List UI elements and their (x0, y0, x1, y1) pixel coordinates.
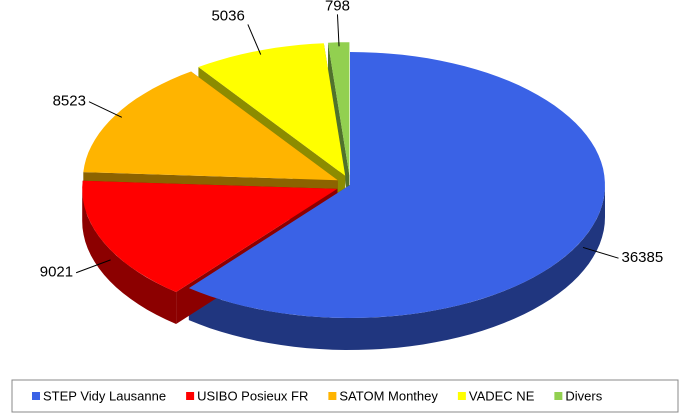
slice (82, 180, 338, 292)
data-label: 36385 (622, 249, 664, 266)
leader-line (247, 24, 262, 55)
legend-label: SATOM Monthey (339, 388, 438, 403)
slice (198, 43, 346, 176)
data-label: 9021 (40, 264, 73, 281)
legend-swatch (457, 392, 466, 400)
leader-line (88, 101, 123, 118)
legend-swatch (328, 392, 337, 400)
data-label: 798 (325, 0, 350, 14)
slice-wall (328, 42, 350, 208)
slice-side (188, 185, 605, 350)
leader-line (75, 259, 111, 274)
data-label: 8523 (53, 93, 86, 110)
legend-label: STEP Vidy Lausanne (43, 388, 166, 403)
slice (83, 71, 338, 181)
slice (328, 42, 350, 176)
leader-line (582, 246, 619, 259)
slice-side (82, 188, 177, 324)
legend-label: Divers (565, 388, 602, 403)
legend-swatch (186, 392, 195, 400)
legend-swatch (32, 392, 40, 400)
legend-box (11, 379, 679, 413)
leader-line (336, 14, 340, 47)
slice (188, 52, 605, 318)
legend-label: USIBO Posieux FR (197, 388, 308, 403)
data-label: 5036 (211, 7, 244, 24)
legend-label: VADEC NE (469, 388, 535, 403)
legend-swatch (554, 392, 563, 400)
